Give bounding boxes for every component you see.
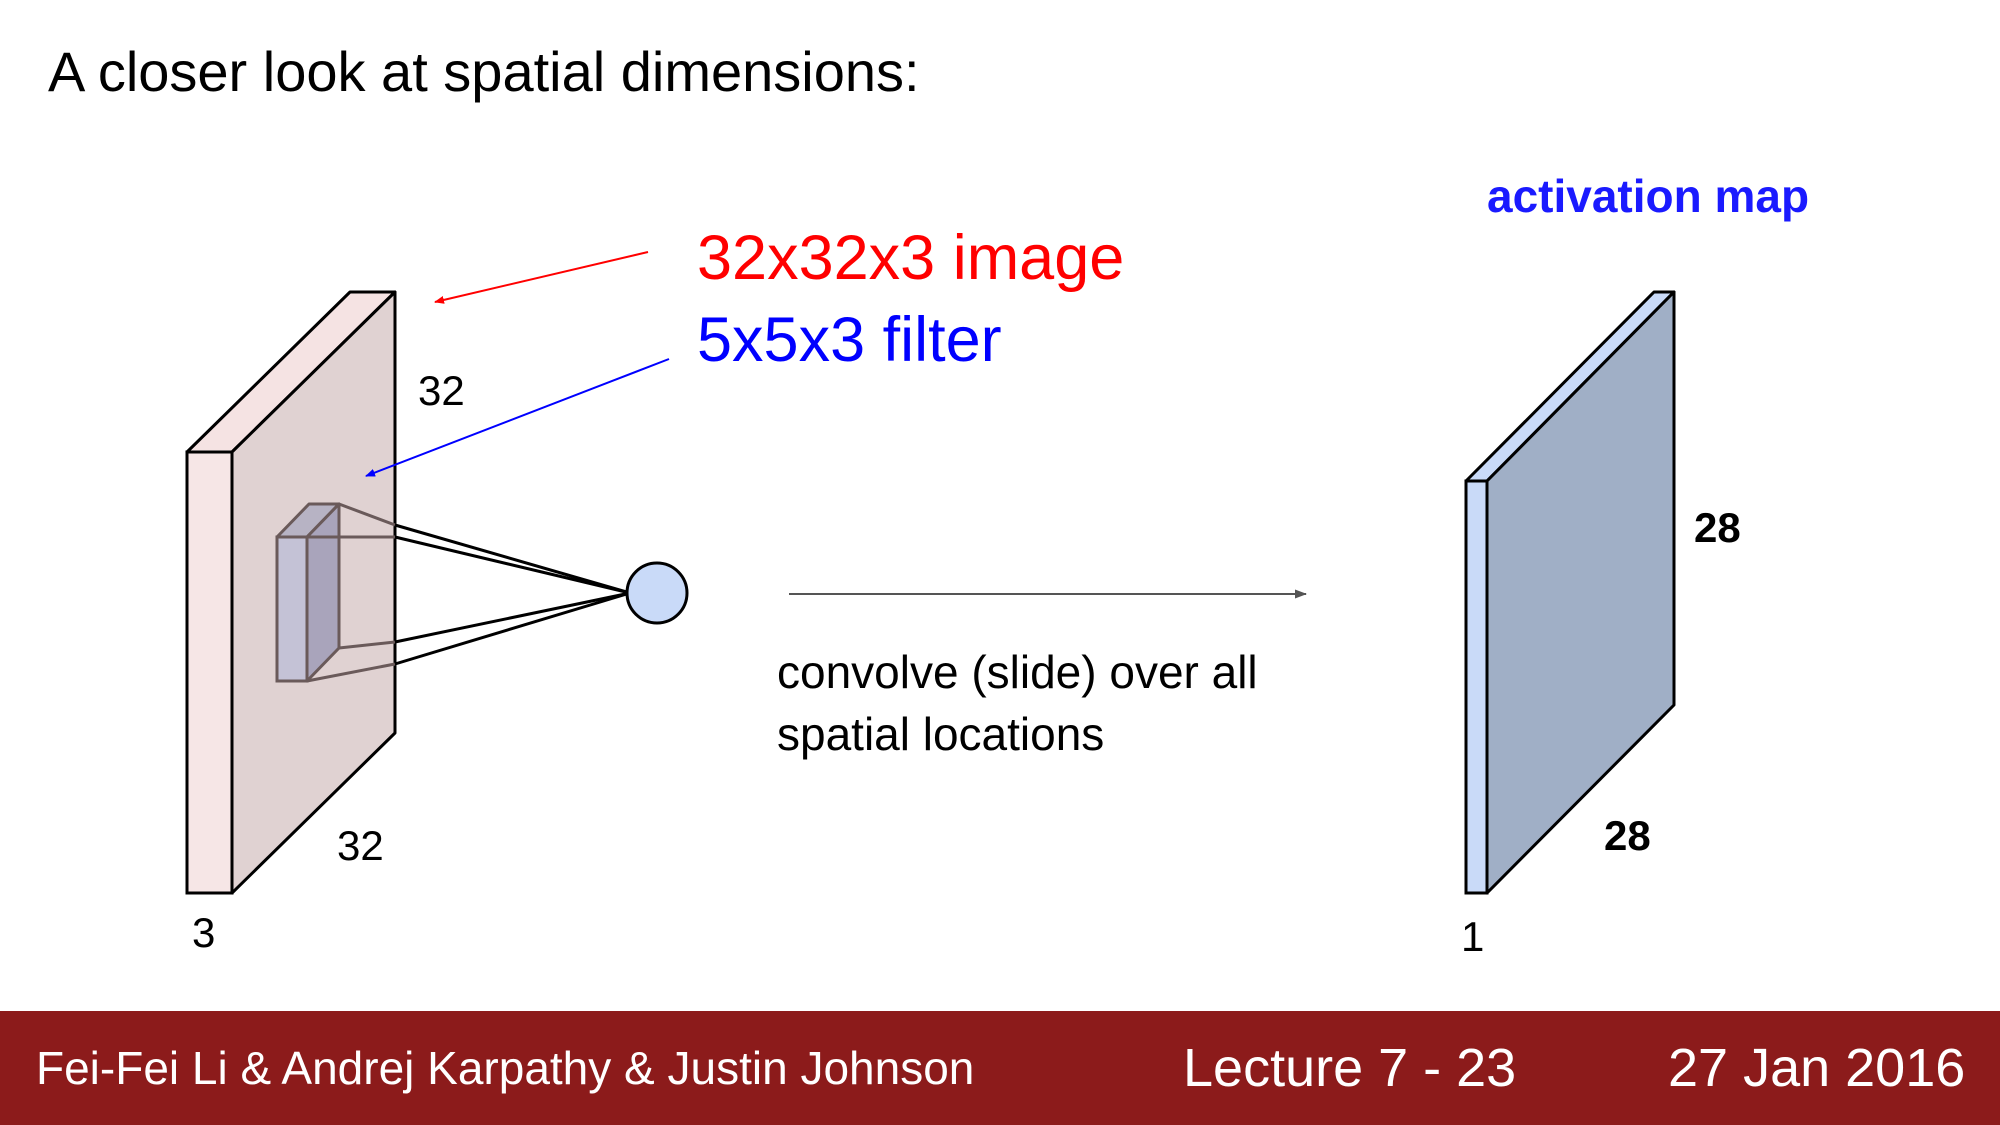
footer-bar: Fei-Fei Li & Andrej Karpathy & Justin Jo… [0,1011,2000,1125]
filter-label-arrow [365,358,670,477]
activation-map-volume [1464,290,1676,895]
input-height-label: 32 [418,367,465,414]
filter-label: 5x5x3 filter [697,305,1002,375]
output-depth-label: 1 [1461,913,1484,960]
filter-volume [275,502,341,683]
convolve-caption-line1: convolve (slide) over all [777,646,1258,698]
input-volume-front-face [185,450,234,895]
output-width-label: 28 [1604,812,1651,859]
input-width-label: 32 [337,822,384,869]
filter-projection-lines [306,502,631,683]
filter-side-face [305,502,341,683]
image-label-arrow [434,251,649,304]
output-neuron [625,561,689,625]
image-label: 32x32x3 image [697,223,1124,293]
footer-lecture: Lecture 7 - 23 [1183,1038,1517,1098]
activation-map-front-face [1464,479,1489,895]
slide-title: A closer look at spatial dimensions: [48,40,920,103]
footer-date: 27 Jan 2016 [1668,1038,1966,1098]
input-depth-label: 3 [192,909,215,956]
footer-authors: Fei-Fei Li & Andrej Karpathy & Justin Jo… [36,1042,975,1094]
convolve-caption-line2: spatial locations [777,708,1104,760]
activation-map-title: activation map [1487,170,1809,222]
output-height-label: 28 [1694,504,1741,551]
filter-front-face [275,535,309,683]
